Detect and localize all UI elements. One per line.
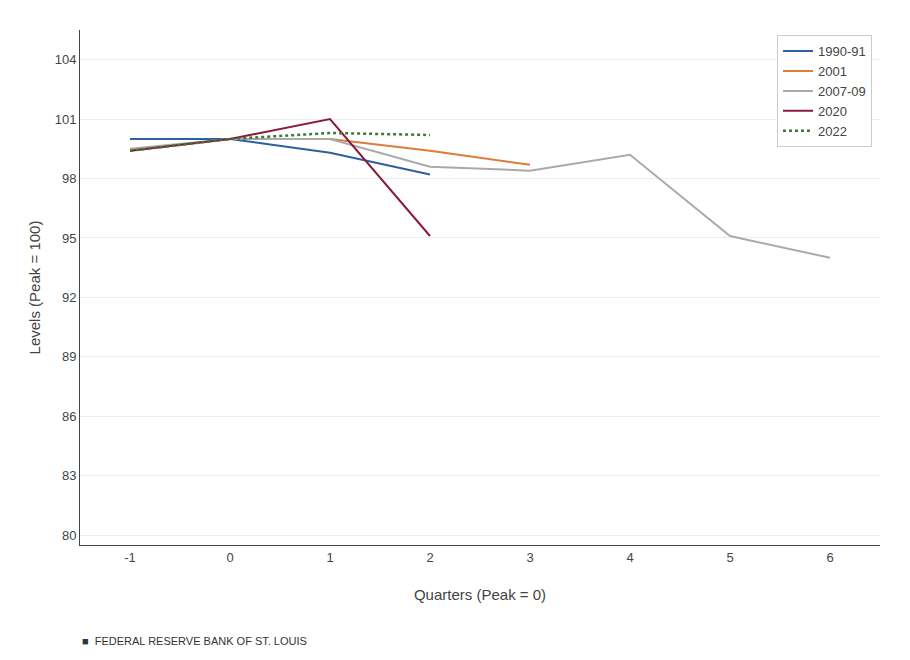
svg-text:3: 3 (526, 550, 533, 565)
svg-text:4: 4 (626, 550, 633, 565)
svg-text:5: 5 (726, 550, 733, 565)
svg-text:104: 104 (55, 52, 77, 67)
svg-text:Quarters (Peak = 0): Quarters (Peak = 0) (414, 586, 546, 603)
svg-text:92: 92 (62, 290, 76, 305)
svg-text:2: 2 (426, 550, 433, 565)
svg-text:2022: 2022 (818, 124, 847, 139)
svg-text:83: 83 (62, 468, 76, 483)
svg-text:2001: 2001 (818, 64, 847, 79)
svg-text:Levels (Peak = 100): Levels (Peak = 100) (26, 221, 43, 355)
svg-text:80: 80 (62, 528, 76, 543)
svg-text:95: 95 (62, 231, 76, 246)
svg-text:-1: -1 (124, 550, 136, 565)
svg-text:89: 89 (62, 349, 76, 364)
svg-text:1990-91: 1990-91 (818, 44, 866, 59)
svg-text:86: 86 (62, 409, 76, 424)
svg-text:98: 98 (62, 171, 76, 186)
svg-text:101: 101 (55, 112, 77, 127)
svg-text:■ FEDERAL RESERVE BANK OF ST.: ■ FEDERAL RESERVE BANK OF ST. LOUIS (82, 635, 307, 647)
svg-text:0: 0 (226, 550, 233, 565)
svg-text:6: 6 (826, 550, 833, 565)
svg-text:1: 1 (326, 550, 333, 565)
svg-text:2020: 2020 (818, 104, 847, 119)
svg-text:2007-09: 2007-09 (818, 84, 866, 99)
